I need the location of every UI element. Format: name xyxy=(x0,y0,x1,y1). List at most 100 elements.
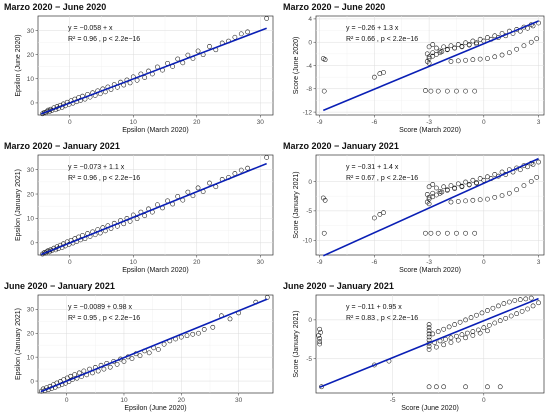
y-tick-label: 10 xyxy=(27,354,35,361)
data-point xyxy=(264,16,270,21)
data-point xyxy=(317,339,323,345)
data-point xyxy=(426,201,432,207)
panel-title: June 2020 − January 2021 xyxy=(4,281,115,291)
data-point xyxy=(371,74,377,80)
data-point xyxy=(426,325,432,331)
data-point xyxy=(121,359,127,364)
data-point xyxy=(434,185,439,191)
data-point xyxy=(485,35,490,40)
data-point xyxy=(517,297,523,303)
data-point xyxy=(506,190,512,196)
data-point xyxy=(463,179,468,185)
data-point xyxy=(470,177,476,183)
data-point xyxy=(485,308,490,313)
data-point xyxy=(426,347,432,352)
y-axis-title: Epsilon (January 2021) xyxy=(15,308,22,380)
data-point xyxy=(317,341,323,347)
data-point xyxy=(521,43,527,49)
regression-equation: y = −0.073 + 1.1 x xyxy=(68,164,125,171)
data-point xyxy=(137,353,143,359)
data-point xyxy=(455,199,461,204)
data-point xyxy=(497,318,503,324)
regression-equation: y = −0.31 + 1.4 x xyxy=(346,164,399,171)
y-tick-label: -5 xyxy=(306,356,312,363)
data-point xyxy=(499,52,505,58)
data-point xyxy=(536,300,541,306)
data-point xyxy=(463,230,468,236)
data-point xyxy=(497,384,503,390)
y-tick-label: 10 xyxy=(27,76,35,83)
y-tick-label: -8 xyxy=(306,86,312,93)
data-point xyxy=(486,322,492,328)
data-point xyxy=(448,43,454,49)
x-tick-label: 30 xyxy=(257,259,265,266)
data-point xyxy=(514,187,520,193)
data-point xyxy=(448,340,454,345)
regression-equation: y = −0.26 + 1.3 x xyxy=(346,25,399,32)
data-point xyxy=(474,312,479,318)
y-tick-label: -4 xyxy=(306,63,312,70)
data-point xyxy=(426,328,432,334)
data-point xyxy=(426,56,432,61)
regression-line xyxy=(322,20,539,112)
data-point xyxy=(492,172,498,177)
data-point xyxy=(492,320,498,326)
data-point xyxy=(428,230,434,236)
data-point xyxy=(499,169,505,175)
data-point xyxy=(201,327,207,332)
x-tick-label: 0 xyxy=(65,397,69,404)
x-tick-label: -9 xyxy=(317,119,323,126)
data-point xyxy=(470,333,476,338)
data-point xyxy=(492,194,498,200)
data-point xyxy=(455,181,461,187)
y-tick-label: 0 xyxy=(30,100,34,107)
data-point xyxy=(437,189,443,194)
plot-area xyxy=(37,15,274,116)
x-tick-label: 3 xyxy=(537,119,541,126)
panel-title: Marzo 2020 − June 2020 xyxy=(283,2,385,12)
data-point xyxy=(381,210,386,216)
y-tick-label: 30 xyxy=(27,28,35,35)
data-point xyxy=(184,333,190,339)
y-axis-title: Epsilon (January 2021) xyxy=(15,169,22,241)
regression-equation: y = −0.0089 + 0.98 x xyxy=(68,304,133,311)
data-point xyxy=(426,331,432,337)
data-point xyxy=(514,311,520,317)
x-axis-title: Epsilon (March 2020) xyxy=(122,267,189,274)
data-point xyxy=(463,88,468,94)
data-point xyxy=(430,50,436,56)
data-point xyxy=(477,197,483,203)
data-point xyxy=(142,75,148,80)
x-tick-label: 0 xyxy=(482,259,486,266)
data-point xyxy=(129,356,135,361)
regression-stats: R² = 0.83 , p < 2.2e−16 xyxy=(346,315,418,322)
data-point xyxy=(435,329,441,334)
x-axis-title: Epsilon (June 2020) xyxy=(124,405,186,412)
x-tick-label: -9 xyxy=(317,259,323,266)
data-point xyxy=(426,44,432,50)
regression-line xyxy=(322,157,539,257)
data-point xyxy=(463,198,468,204)
data-point xyxy=(426,60,432,66)
data-point xyxy=(455,337,461,343)
data-point xyxy=(146,350,152,356)
data-point xyxy=(210,324,216,330)
data-point xyxy=(448,335,454,341)
y-tick-label: -10 xyxy=(303,238,313,245)
data-point xyxy=(506,299,512,305)
data-point xyxy=(525,306,530,312)
data-point xyxy=(322,57,328,63)
x-tick-label: 30 xyxy=(257,119,265,126)
data-point xyxy=(322,197,328,203)
data-point xyxy=(232,34,238,40)
data-point xyxy=(423,230,428,236)
panel-2: Marzo 2020 − June 2020 -9 -6 -3 0 3 -12 -8 -4 0 4 S… xyxy=(283,2,545,134)
regression-stats: R² = 0.95 , p < 2.2e−16 xyxy=(68,315,140,322)
data-point xyxy=(463,57,468,63)
data-point xyxy=(430,331,436,337)
data-point xyxy=(161,341,167,347)
y-axis-title: Score (January 2021) xyxy=(293,310,300,377)
data-point xyxy=(185,52,191,58)
data-point xyxy=(441,44,447,50)
data-point xyxy=(448,183,454,188)
